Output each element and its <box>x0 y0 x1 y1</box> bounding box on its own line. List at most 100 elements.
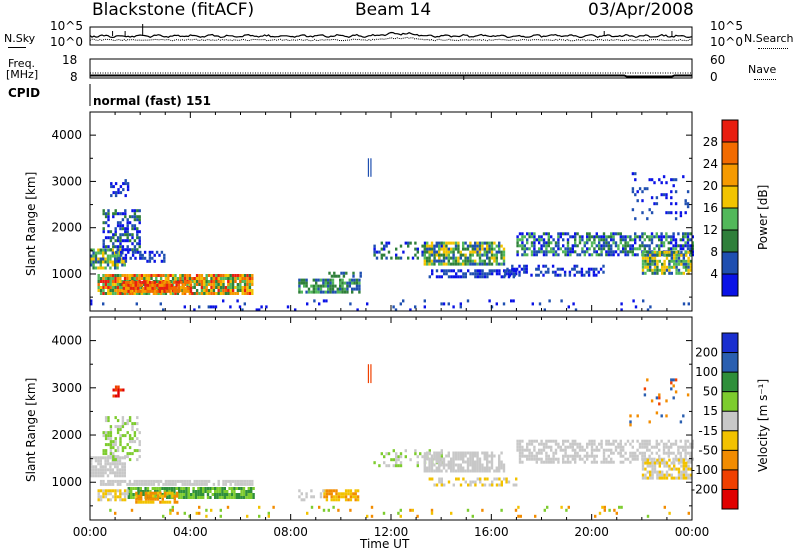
echo-cell <box>163 283 166 287</box>
echo-cell <box>129 256 132 260</box>
echo-cell <box>197 487 200 490</box>
echo-cell <box>171 491 174 495</box>
echo-cell <box>136 422 139 426</box>
echo-cell <box>689 457 692 461</box>
echo-cell <box>450 256 453 260</box>
echo-cell <box>516 244 519 248</box>
echo-cell <box>687 262 690 266</box>
echo-cell <box>104 266 107 270</box>
noise-left-tick-bottom: 10^0 <box>50 35 83 49</box>
echo-cell <box>236 274 240 277</box>
echo-cell <box>607 460 610 464</box>
echo-cell <box>580 267 584 271</box>
echo-cell <box>298 489 301 493</box>
echo-cell <box>483 483 487 487</box>
echo-cell <box>116 224 120 228</box>
echo-cell <box>679 214 683 218</box>
echo-cell <box>344 498 348 502</box>
echo-cell <box>619 454 622 458</box>
echo-cell <box>191 277 194 280</box>
echo-cell <box>149 491 152 495</box>
echo-cell <box>641 265 645 269</box>
echo-cell <box>552 454 555 458</box>
echo-cell <box>556 267 560 271</box>
echo-cell <box>682 253 685 257</box>
echo-cell <box>535 273 538 277</box>
echo-cell <box>312 287 315 291</box>
echo-cell <box>215 286 218 289</box>
echo-cell <box>178 487 181 490</box>
echo-cell <box>663 271 666 275</box>
echo-cell <box>478 253 482 257</box>
echo-cell <box>238 493 241 496</box>
echo-cell <box>457 269 460 273</box>
echo-cell <box>407 256 410 260</box>
echo-cell <box>648 208 651 212</box>
echo-cell <box>385 244 388 248</box>
echo-cell <box>114 479 117 483</box>
echo-cell <box>167 277 170 280</box>
echo-cell <box>542 250 546 254</box>
echo-cell <box>599 267 603 271</box>
echo-cell <box>650 196 654 200</box>
echo-cell <box>528 457 531 461</box>
echo-cell <box>119 253 123 257</box>
echo-cell <box>440 480 443 484</box>
echo-cell <box>540 244 543 248</box>
echo-cell <box>495 269 499 273</box>
echo-cell <box>142 500 145 504</box>
echo-cell <box>141 280 145 284</box>
echo-cell <box>251 289 254 292</box>
echo-cell <box>450 247 453 251</box>
echo-cell <box>107 280 110 283</box>
echo-cell <box>181 482 184 486</box>
echo-cell <box>521 451 524 455</box>
velocity-colorbar-segment <box>722 430 738 451</box>
echo-cell <box>224 274 228 277</box>
echo-cell <box>557 445 560 449</box>
echo-cell <box>641 268 645 272</box>
echo-cell <box>222 283 225 286</box>
echo-cell <box>173 500 176 504</box>
echo-cell <box>126 230 129 234</box>
echo-cell <box>90 263 93 267</box>
echo-cell <box>521 235 524 239</box>
echo-cell <box>176 494 179 498</box>
echo-cell <box>121 224 125 228</box>
echo-cell <box>515 269 518 273</box>
echo-cell <box>673 467 676 471</box>
echo-cell <box>500 262 503 266</box>
echo-cell <box>457 247 460 251</box>
echo-cell <box>462 460 465 464</box>
echo-cell <box>445 250 448 254</box>
echo-cell <box>523 247 526 251</box>
echo-cell <box>653 235 656 239</box>
echo-cell <box>126 431 129 435</box>
echo-cell <box>183 305 186 309</box>
echo-cell <box>336 287 339 291</box>
echo-cell <box>423 457 426 461</box>
echo-cell <box>349 489 353 493</box>
echo-cell <box>578 270 581 274</box>
echo-cell <box>490 460 494 464</box>
echo-cell <box>104 280 108 283</box>
echo-cell <box>179 277 182 280</box>
echo-cell <box>356 498 360 502</box>
echo-cell <box>518 445 522 449</box>
echo-cell <box>685 250 688 254</box>
echo-cell <box>598 511 602 515</box>
echo-cell <box>658 178 661 182</box>
echo-cell <box>433 247 436 251</box>
power-colorbar-segment <box>722 252 738 274</box>
echo-cell <box>490 262 494 266</box>
echo-cell <box>641 232 644 236</box>
echo-cell <box>557 253 560 257</box>
echo-cell <box>251 283 254 286</box>
echo-cell <box>674 178 678 182</box>
echo-cell <box>328 271 331 275</box>
echo-cell <box>675 259 678 263</box>
echo-cell <box>569 445 572 449</box>
echo-cell <box>629 238 632 242</box>
echo-cell <box>631 238 634 242</box>
echo-cell <box>187 286 190 290</box>
